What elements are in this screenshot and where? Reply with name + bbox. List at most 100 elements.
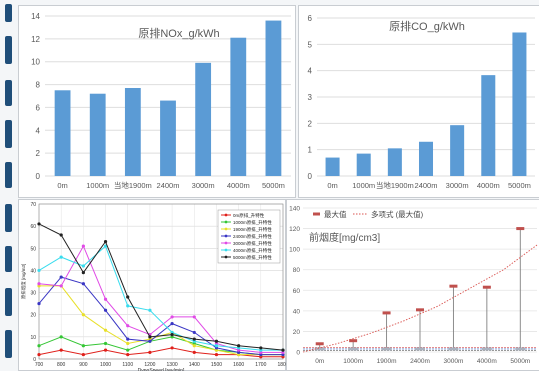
x-category-label: 1000m bbox=[86, 181, 109, 190]
y-tick-label: 10 bbox=[30, 335, 36, 341]
data-point bbox=[237, 348, 241, 352]
data-point bbox=[214, 339, 219, 343]
x-tick-label: 1400 bbox=[189, 362, 200, 368]
data-point bbox=[214, 348, 219, 352]
data-point bbox=[103, 328, 108, 332]
data-point bbox=[170, 346, 174, 350]
y-tick-label: 0 bbox=[33, 357, 36, 363]
bar bbox=[325, 157, 340, 176]
data-point bbox=[126, 304, 130, 308]
data-point bbox=[192, 341, 196, 346]
data-point bbox=[259, 348, 263, 352]
data-point bbox=[259, 355, 263, 359]
legend-label: 0m原排_升特性 bbox=[233, 212, 265, 219]
bar bbox=[481, 75, 496, 176]
y-tick-label: 20 bbox=[293, 329, 301, 336]
data-point bbox=[81, 244, 85, 248]
x-category-label: 5000m bbox=[262, 181, 285, 190]
x-category-label: 4000m bbox=[477, 181, 500, 190]
series-line bbox=[39, 285, 283, 356]
data-point bbox=[59, 335, 63, 339]
data-point bbox=[126, 348, 130, 352]
smoke-max-chart: 0 20 40 60 80 100 120 140 0m 1000m 1900m 2400m 3000m… bbox=[289, 206, 538, 365]
data-point bbox=[59, 348, 63, 352]
y-tick-label: 5 bbox=[308, 40, 313, 49]
bar bbox=[512, 32, 527, 176]
data-point bbox=[148, 308, 152, 312]
x-tick-label: 1000 bbox=[100, 362, 111, 368]
data-point bbox=[170, 330, 174, 335]
legend-marker bbox=[224, 220, 228, 224]
data-point bbox=[237, 352, 241, 357]
y-tick-label: 140 bbox=[289, 206, 300, 213]
x-tick-label: 1600 bbox=[233, 362, 244, 368]
data-point bbox=[259, 350, 263, 354]
data-point bbox=[103, 297, 108, 301]
bar bbox=[230, 37, 247, 176]
x-tick-label: 1500 bbox=[211, 362, 222, 368]
data-point bbox=[237, 346, 241, 350]
max-marker bbox=[449, 284, 458, 288]
x-category-label: 4000m bbox=[477, 358, 497, 365]
bar bbox=[195, 62, 212, 176]
legend-label: 最大值 bbox=[324, 209, 347, 219]
x-category-label: 3000m bbox=[446, 181, 469, 190]
legend-label: 多项式 (最大值) bbox=[371, 209, 424, 219]
data-point bbox=[59, 284, 63, 288]
legend-label: 1000m原排_升特性 bbox=[233, 219, 272, 226]
data-point bbox=[81, 282, 85, 286]
smoke-line-chart-panel: 0 10 20 30 40 50 60 70 700 800 900 1000 1100 1200 1300… bbox=[18, 199, 289, 371]
nox-chart-panel: 0 2 4 6 8 10 12 14 0m 1000m 当地1900m 2400m 3000m 4000m… bbox=[18, 5, 296, 198]
data-point bbox=[37, 352, 41, 357]
data-point bbox=[237, 350, 241, 354]
series-line bbox=[38, 245, 283, 351]
series-line bbox=[38, 244, 283, 353]
data-point bbox=[81, 352, 85, 357]
data-point bbox=[281, 352, 285, 357]
x-category-label: 当地1900m bbox=[114, 180, 152, 190]
y-tick-label: 60 bbox=[30, 224, 36, 230]
data-point bbox=[192, 350, 196, 354]
min-marker bbox=[415, 347, 425, 351]
left-accent-bar bbox=[5, 120, 12, 148]
y-tick-label: 6 bbox=[36, 103, 41, 112]
data-point bbox=[37, 284, 41, 288]
co-chart-panel: 0 1 2 3 4 5 6 0m 1000m 当地1900m 2400m 3000m 4000m 5000… bbox=[298, 5, 539, 198]
y-tick-label: 100 bbox=[289, 247, 300, 254]
legend-label: 1900m原排_升特性 bbox=[233, 226, 272, 233]
max-marker bbox=[482, 285, 491, 289]
legend-marker bbox=[224, 234, 228, 238]
data-point bbox=[259, 352, 263, 357]
data-point bbox=[148, 335, 152, 339]
data-point bbox=[81, 264, 85, 268]
y-tick-label: 40 bbox=[30, 268, 36, 274]
series-line bbox=[38, 276, 283, 356]
y-tick-label: 14 bbox=[31, 12, 40, 21]
legend-label: 2400m原排_升特性 bbox=[233, 233, 272, 240]
x-tick-label: 900 bbox=[79, 362, 88, 368]
data-point bbox=[37, 344, 41, 348]
x-category-label: 2400m bbox=[415, 181, 438, 190]
chart-title: 原排NOx_g/kWh bbox=[138, 26, 219, 40]
left-accent-bar bbox=[5, 162, 12, 188]
x-category-label: 4000m bbox=[227, 181, 250, 190]
data-point bbox=[126, 341, 130, 346]
bar bbox=[160, 100, 176, 176]
legend-label: 4000m原排_升特性 bbox=[233, 247, 272, 254]
data-point bbox=[81, 344, 85, 348]
y-tick-label: 0 bbox=[308, 172, 313, 181]
data-point bbox=[170, 315, 174, 319]
x-category-label: 0m bbox=[315, 358, 324, 365]
data-point bbox=[170, 335, 174, 339]
min-marker bbox=[348, 347, 359, 351]
data-point bbox=[37, 302, 41, 306]
y-tick-label: 120 bbox=[289, 226, 300, 233]
left-accent-bar bbox=[5, 330, 12, 358]
y-tick-label: 2 bbox=[308, 119, 313, 128]
data-point bbox=[103, 240, 108, 244]
x-category-label: 当地1900m bbox=[376, 180, 414, 190]
x-category-label: 0m bbox=[57, 181, 67, 190]
left-accent-bar bbox=[5, 4, 12, 22]
y-tick-label: 30 bbox=[30, 291, 36, 297]
data-point bbox=[192, 315, 196, 319]
